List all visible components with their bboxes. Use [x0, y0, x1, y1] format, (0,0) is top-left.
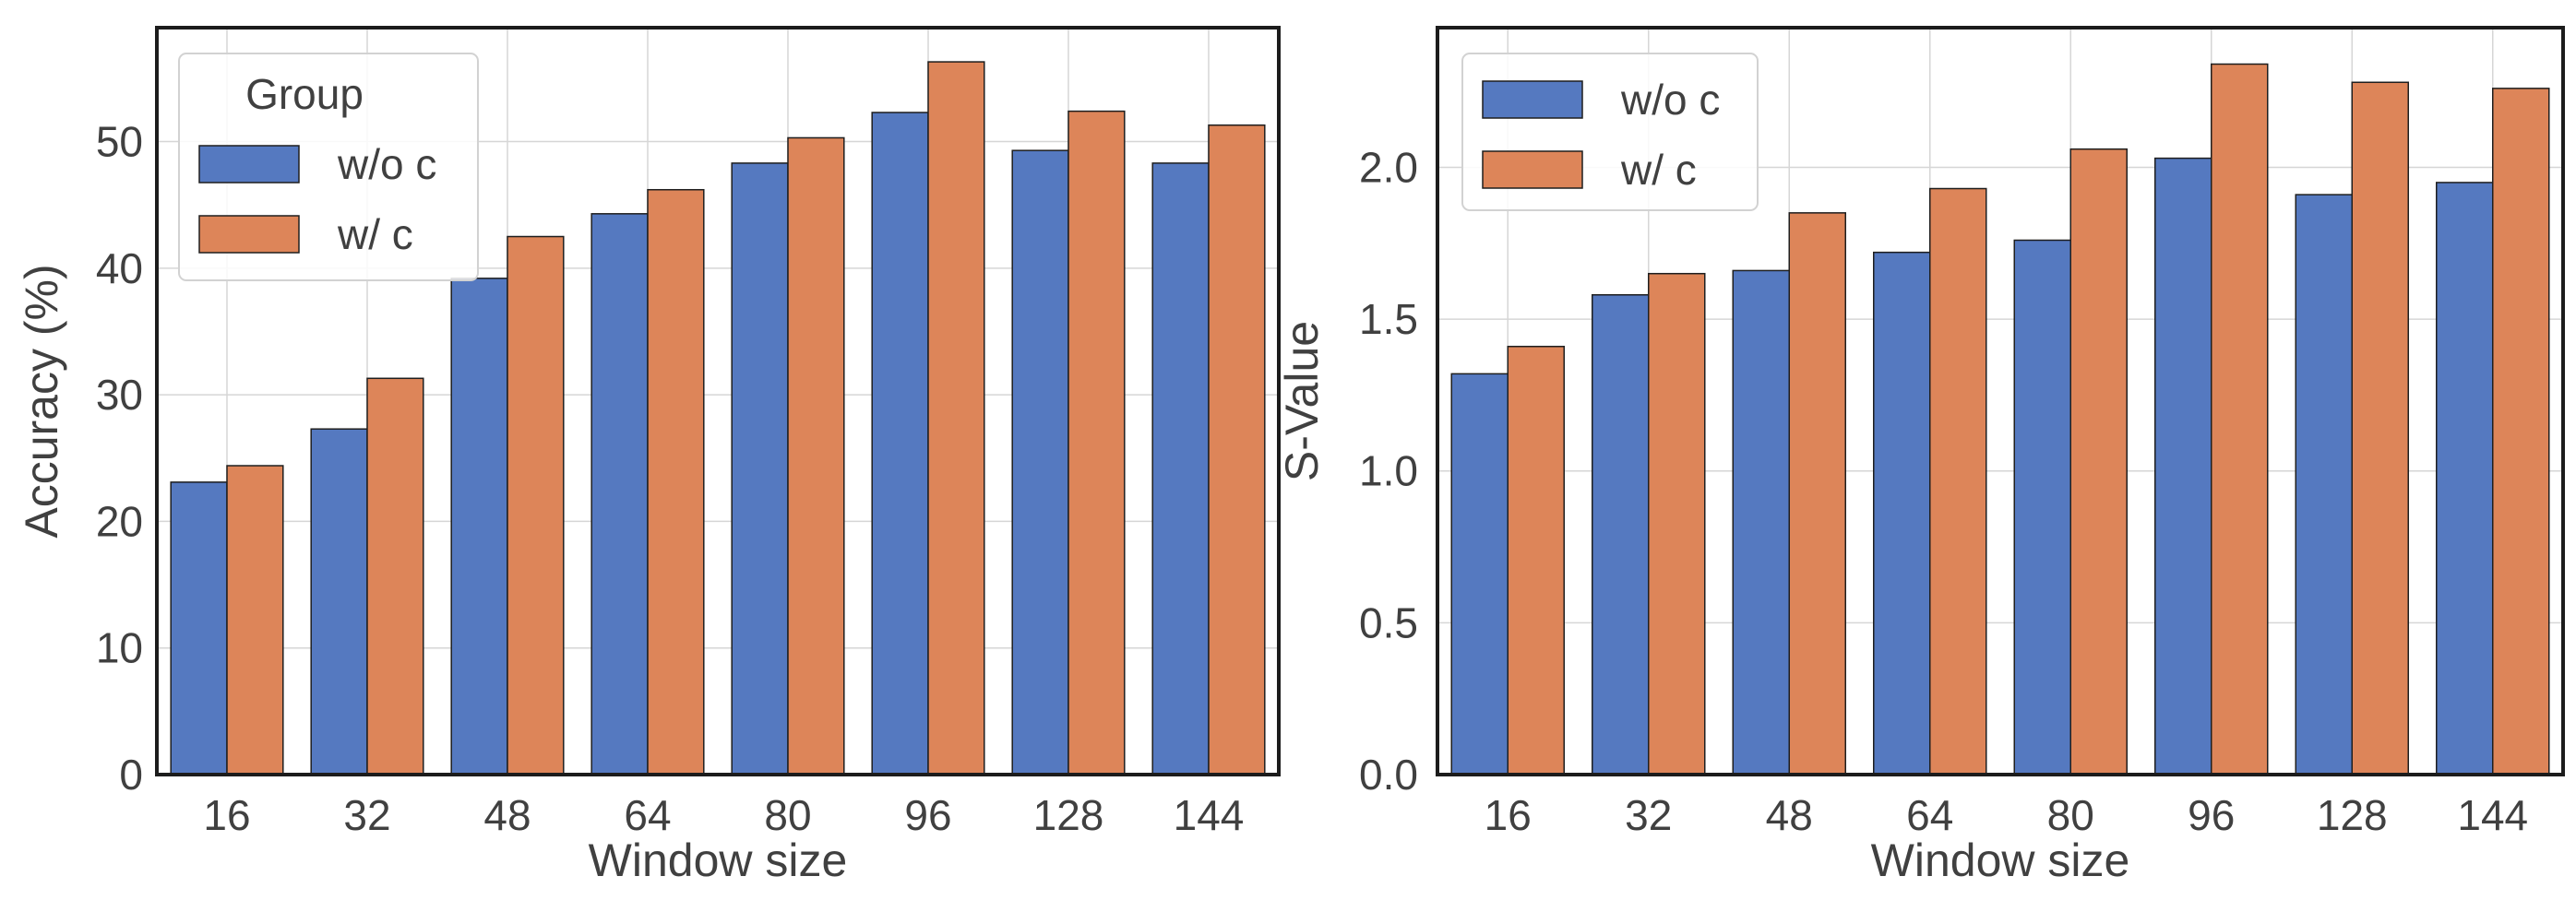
y-tick-label: 2.0 [1359, 143, 1418, 191]
y-tick-label: 0.0 [1359, 751, 1418, 799]
y-tick-label: 1.5 [1359, 295, 1418, 343]
x-tick-label: 16 [203, 791, 250, 839]
bar-w-c-32 [1648, 272, 1706, 776]
bar-w-o-c-32 [310, 428, 368, 776]
y-tick-label: 40 [96, 244, 143, 292]
accuracy-chart: 0 10 20 30 40 50 16 32 48 64 80 96 128 144 Window size… [16, 26, 1281, 886]
legend: w/o c w/ c [1461, 53, 1759, 211]
x-tick-label: 80 [764, 791, 811, 839]
bar-w-c-96 [927, 61, 985, 776]
bar-w-o-c-80 [731, 162, 789, 776]
y-axis-label: Accuracy (%) [16, 264, 67, 538]
bar-w-c-128 [1067, 110, 1126, 776]
bar-w-o-c-64 [1873, 251, 1931, 776]
x-tick-label: 64 [1906, 791, 1953, 839]
bar-w-c-32 [366, 377, 424, 776]
legend-label: w/o c [337, 140, 436, 188]
bar-w-c-96 [2211, 63, 2269, 776]
x-tick-label: 48 [1766, 791, 1813, 839]
bar-w-o-c-144 [2436, 182, 2494, 776]
bar-w-c-48 [1788, 212, 1846, 776]
bar-w-c-80 [787, 136, 845, 776]
bar-w-c-80 [2069, 148, 2128, 776]
bar-w-o-c-128 [2295, 194, 2353, 776]
bar-w-o-c-144 [1151, 162, 1210, 776]
y-tick-label: 30 [96, 371, 143, 419]
bar-w-c-64 [647, 188, 705, 776]
legend-swatch [1482, 150, 1583, 189]
x-tick-label: 128 [1033, 791, 1104, 839]
bar-w-o-c-48 [1732, 269, 1790, 776]
x-tick-label: 144 [1174, 791, 1245, 839]
y-axis-label: S-Value [1276, 321, 1328, 481]
s-value-chart: 0.0 0.5 1.0 1.5 2.0 16 32 48 64 80 96 128 144 Window … [1276, 26, 2565, 886]
legend-swatch [198, 215, 300, 254]
bar-w-o-c-128 [1011, 149, 1069, 776]
bar-w-o-c-64 [590, 213, 649, 776]
x-axis-label: Window size [589, 835, 848, 886]
bar-w-c-128 [2351, 81, 2409, 776]
bar-w-o-c-48 [450, 278, 508, 776]
legend-swatch [198, 145, 300, 184]
bar-w-o-c-80 [2013, 239, 2071, 776]
bar-w-o-c-16 [1450, 373, 1509, 776]
bar-w-c-144 [2492, 88, 2550, 776]
axes-frame [1436, 26, 2565, 776]
y-tick-label: 20 [96, 497, 143, 545]
legend: Group w/o c w/ c [178, 53, 479, 281]
bar-w-c-48 [507, 235, 565, 776]
bar-w-o-c-96 [2154, 157, 2212, 776]
bar-w-o-c-16 [170, 481, 228, 776]
x-tick-label: 96 [2188, 791, 2235, 839]
legend-label: w/ c [337, 210, 413, 258]
bar-w-o-c-32 [1592, 294, 1650, 776]
legend-label: w/ c [1620, 146, 1697, 194]
x-tick-label: 128 [2317, 791, 2388, 839]
bar-w-c-16 [226, 465, 284, 776]
x-tick-label: 16 [1485, 791, 1532, 839]
x-axis-label: Window size [1871, 835, 2130, 886]
legend-label: w/o c [1620, 76, 1720, 124]
y-tick-label: 0.5 [1359, 598, 1418, 646]
x-tick-label: 64 [624, 791, 671, 839]
axes-frame [155, 26, 1281, 776]
y-tick-label: 1.0 [1359, 447, 1418, 495]
legend-title: Group [245, 70, 364, 118]
legend-swatch [1482, 80, 1583, 119]
x-tick-label: 32 [343, 791, 390, 839]
y-tick-label: 10 [96, 624, 143, 672]
x-tick-label: 48 [483, 791, 531, 839]
bar-w-c-144 [1208, 124, 1266, 776]
x-tick-label: 96 [904, 791, 951, 839]
x-tick-label: 80 [2047, 791, 2094, 839]
bar-w-c-16 [1507, 345, 1565, 776]
bar-w-o-c-96 [871, 112, 929, 776]
bar-w-c-64 [1929, 187, 1987, 776]
y-tick-label: 0 [119, 751, 143, 799]
x-tick-label: 32 [1625, 791, 1672, 839]
y-tick-label: 50 [96, 118, 143, 166]
x-tick-label: 144 [2457, 791, 2528, 839]
